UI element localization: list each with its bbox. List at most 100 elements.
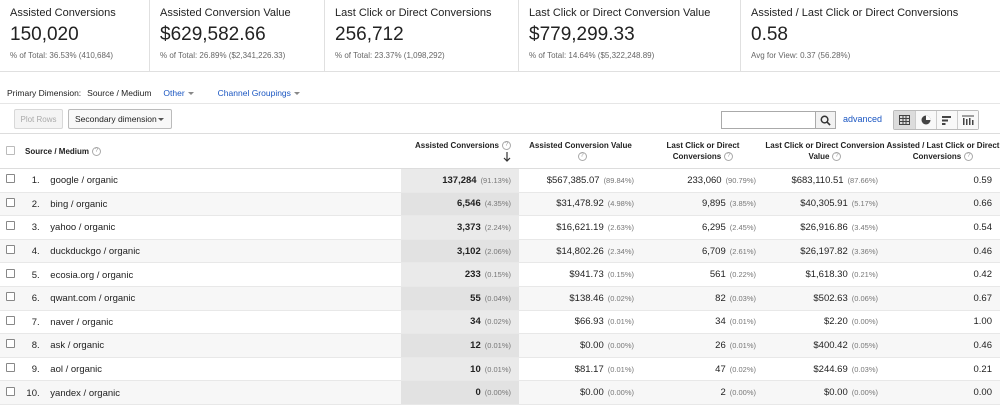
help-icon[interactable]: ? <box>502 141 511 151</box>
secondary-dimension-dropdown[interactable]: Secondary dimension <box>68 109 172 129</box>
source-medium-link[interactable]: naver / organic <box>50 316 114 328</box>
header-last-click-conversions[interactable]: Last Click or Direct Conversions? <box>642 133 764 169</box>
chevron-down-icon <box>293 91 300 95</box>
header-assisted-conversions[interactable]: Assisted Conversions? <box>401 133 519 169</box>
scorecard-value: 0.58 <box>751 24 788 45</box>
table-search-input[interactable] <box>721 111 816 129</box>
ratio-value: 0.21 <box>973 363 993 375</box>
source-medium-link[interactable]: ecosia.org / organic <box>50 269 134 281</box>
header-ratio[interactable]: Assisted / Last Click or Direct Conversi… <box>886 133 1000 169</box>
ratio-value: 0.42 <box>973 269 993 281</box>
last-click-conversion-value-cell: $1,618.30 (0.21%) <box>764 262 886 287</box>
last-click-conversions-value: 6,709 <box>701 245 726 257</box>
row-checkbox[interactable] <box>6 174 15 184</box>
assisted-conversions-percent: (0.01%) <box>484 340 511 350</box>
source-medium-link[interactable]: aol / organic <box>50 364 103 376</box>
primary-dimension-other-link[interactable]: Other <box>163 88 194 98</box>
advanced-filter-link[interactable]: advanced <box>843 114 883 124</box>
last-click-conversion-value-value: $26,197.82 <box>800 245 848 257</box>
row-rank: 3. <box>31 222 40 234</box>
scorecard-assisted-conversion-value: Assisted Conversion Value $629,582.66 % … <box>150 0 325 72</box>
comparison-view-button[interactable] <box>957 111 978 129</box>
assisted-conversion-value-value: $0.00 <box>579 387 604 399</box>
assisted-conversions-cell: 233 (0.15%) <box>401 262 519 287</box>
source-medium-link[interactable]: yahoo / organic <box>50 222 116 234</box>
scorecard-value: 256,712 <box>335 24 404 45</box>
assisted-conversions-cell: 34 (0.02%) <box>401 310 519 335</box>
row-checkbox[interactable] <box>6 245 15 255</box>
row-rank: 5. <box>31 269 40 281</box>
help-icon[interactable]: ? <box>92 146 102 156</box>
row-rank: 1. <box>31 175 40 187</box>
assisted-conversions-cell: 3,373 (2.24%) <box>401 215 519 240</box>
header-assisted-conversion-value[interactable]: Assisted Conversion Value? <box>519 133 642 169</box>
scorecard-sub: % of Total: 36.53% (410,684) <box>10 51 114 60</box>
assisted-conversion-value-cell: $16,621.19 (2.63%) <box>519 215 642 240</box>
ratio-value: 0.46 <box>973 339 993 351</box>
row-checkbox[interactable] <box>6 197 15 207</box>
scorecard-value: 150,020 <box>10 24 79 45</box>
assisted-conversion-value-value: $941.73 <box>569 269 604 281</box>
last-click-conversions-percent: (0.22%) <box>729 270 756 280</box>
last-click-conversions-cell: 233,060 (90.79%) <box>642 168 764 193</box>
assisted-conversions-value: 12 <box>470 339 481 351</box>
assisted-conversions-cell: 6,546 (4.35%) <box>401 192 519 217</box>
last-click-conversions-value: 9,895 <box>701 198 726 210</box>
source-medium-link[interactable]: bing / organic <box>50 198 108 210</box>
table-view-button[interactable] <box>894 111 915 129</box>
assisted-conversion-value-percent: (89.84%) <box>603 175 634 185</box>
row-rank: 6. <box>31 293 40 305</box>
source-medium-link[interactable]: ask / organic <box>50 340 105 352</box>
channel-groupings-link[interactable]: Channel Groupings <box>218 88 300 98</box>
help-icon[interactable]: ? <box>724 152 734 162</box>
select-all-checkbox[interactable] <box>6 146 15 155</box>
source-medium-cell: 6. qwant.com / organic <box>0 286 401 311</box>
assisted-conversion-value-cell: $0.00 (0.00%) <box>519 333 642 358</box>
last-click-conversions-value: 26 <box>715 339 726 351</box>
plot-rows-button[interactable]: Plot Rows <box>14 109 63 129</box>
source-medium-cell: 1. google / organic <box>0 168 401 193</box>
source-medium-link[interactable]: yandex / organic <box>50 387 120 399</box>
last-click-conversions-percent: (2.61%) <box>729 246 756 256</box>
assisted-conversions-cell: 0 (0.00%) <box>401 380 519 405</box>
source-medium-link[interactable]: google / organic <box>50 175 118 187</box>
pie-view-button[interactable] <box>915 111 936 129</box>
assisted-conversion-value-value: $14,802.26 <box>556 245 604 257</box>
help-icon[interactable]: ? <box>577 152 587 162</box>
row-checkbox[interactable] <box>6 315 15 325</box>
assisted-conversion-value-value: $0.00 <box>579 339 604 351</box>
row-checkbox[interactable] <box>6 221 15 231</box>
last-click-conversions-cell: 6,295 (2.45%) <box>642 215 764 240</box>
header-source-medium[interactable]: Source / Medium? <box>0 133 401 169</box>
row-checkbox[interactable] <box>6 292 15 302</box>
assisted-conversion-value-percent: (0.00%) <box>607 340 634 350</box>
row-checkbox[interactable] <box>6 386 15 396</box>
help-icon[interactable]: ? <box>832 152 842 162</box>
source-medium-cell: 7. naver / organic <box>0 310 401 335</box>
header-last-click-conversion-value[interactable]: Last Click or Direct Conversion Value? <box>764 133 886 169</box>
row-checkbox[interactable] <box>6 268 15 278</box>
search-button[interactable] <box>816 111 836 129</box>
source-medium-link[interactable]: qwant.com / organic <box>50 293 136 305</box>
last-click-conversion-value-percent: (0.00%) <box>851 317 878 327</box>
assisted-conversions-cell: 137,284 (91.13%) <box>401 168 519 193</box>
last-click-conversion-value-cell: $0.00 (0.00%) <box>764 380 886 405</box>
scorecard-strip: Assisted Conversions 150,020 % of Total:… <box>0 0 1000 72</box>
table-row: 1. google / organic 137,284 (91.13%) $567… <box>0 168 1000 193</box>
last-click-conversion-value-percent: (0.03%) <box>851 364 878 374</box>
row-checkbox[interactable] <box>6 363 15 373</box>
other-link-label: Other <box>163 88 185 98</box>
scorecard-value: $629,582.66 <box>160 24 266 45</box>
last-click-conversions-percent: (0.01%) <box>729 340 756 350</box>
scorecard-last-click-conversion-value: Last Click or Direct Conversion Value $7… <box>519 0 741 72</box>
performance-view-button[interactable] <box>936 111 957 129</box>
data-table: Source / Medium? Assisted Conversions? A… <box>0 133 1000 405</box>
last-click-conversions-value: 561 <box>709 269 726 281</box>
last-click-conversion-value-value: $244.69 <box>813 363 848 375</box>
source-medium-cell: 5. ecosia.org / organic <box>0 262 401 287</box>
row-checkbox[interactable] <box>6 339 15 349</box>
help-icon[interactable]: ? <box>964 152 974 162</box>
ratio-cell: 1.00 <box>886 310 1000 335</box>
last-click-conversion-value-value: $2.20 <box>823 316 848 328</box>
source-medium-link[interactable]: duckduckgo / organic <box>50 246 141 258</box>
